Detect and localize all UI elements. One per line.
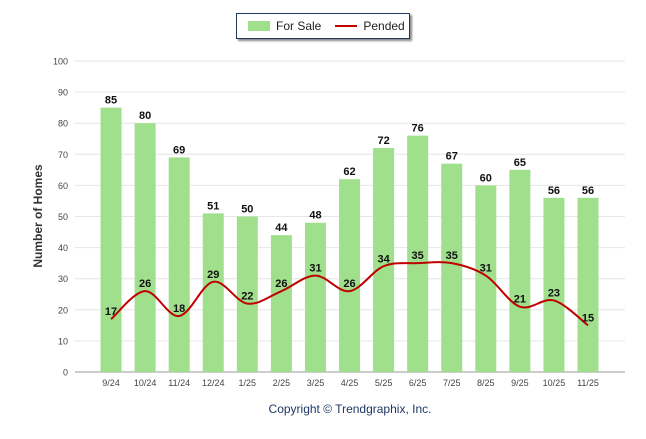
line-data-label: 21 <box>514 294 526 306</box>
bar-data-label: 50 <box>241 204 253 216</box>
y-axis-label: Number of Homes <box>31 164 45 268</box>
bar-data-label: 69 <box>173 144 185 156</box>
legend-swatch-pended <box>335 25 358 27</box>
line-data-label: 15 <box>582 312 594 324</box>
bar-data-label: 85 <box>105 95 117 107</box>
bar-for-sale <box>270 235 292 372</box>
line-data-label: 17 <box>105 306 117 318</box>
bar-for-sale <box>339 179 361 372</box>
x-tick-label: 12/24 <box>202 378 225 388</box>
bar-data-label: 44 <box>275 222 288 234</box>
bar-for-sale <box>202 213 224 372</box>
line-data-label: 29 <box>207 269 219 281</box>
bar-data-label: 56 <box>582 185 594 197</box>
legend-label-for-sale: For Sale <box>276 19 322 33</box>
legend: For Sale Pended <box>236 13 410 39</box>
bar-for-sale <box>475 185 497 372</box>
bar-for-sale <box>100 107 122 373</box>
y-tick-label: 90 <box>58 88 68 98</box>
bar-data-label: 76 <box>412 123 424 135</box>
line-data-label: 26 <box>343 278 355 290</box>
x-tick-label: 5/25 <box>375 378 393 388</box>
line-data-label: 23 <box>548 287 560 299</box>
y-tick-label: 100 <box>53 57 68 67</box>
x-tick-label: 6/25 <box>409 378 427 388</box>
x-tick-label: 8/25 <box>477 378 495 388</box>
y-tick-label: 60 <box>58 181 68 191</box>
x-tick-label: 10/24 <box>134 378 157 388</box>
line-data-label: 35 <box>412 250 424 262</box>
bar-data-label: 72 <box>377 135 389 147</box>
line-data-label: 31 <box>480 263 492 275</box>
copyright-text: Copyright © Trendgraphix, Inc. <box>268 402 432 416</box>
x-tick-label: 11/25 <box>577 378 599 388</box>
line-data-label: 31 <box>309 263 321 275</box>
bar-data-label: 65 <box>514 157 526 169</box>
bar-for-sale <box>134 123 156 372</box>
bar-data-label: 48 <box>309 210 321 222</box>
y-tick-label: 50 <box>58 212 68 222</box>
x-tick-label: 2/25 <box>273 378 291 388</box>
line-data-label: 26 <box>139 278 151 290</box>
bar-for-sale <box>304 222 326 372</box>
x-tick-label: 4/25 <box>341 378 359 388</box>
line-pended <box>110 261 589 327</box>
bar-for-sale <box>509 169 531 372</box>
legend-label-pended: Pended <box>363 19 405 33</box>
line-data-label: 35 <box>446 250 458 262</box>
bar-data-label: 62 <box>343 166 355 178</box>
y-tick-label: 80 <box>58 119 68 129</box>
y-tick-label: 10 <box>58 336 68 346</box>
bar-for-sale <box>168 157 190 372</box>
x-tick-label: 9/24 <box>102 378 120 388</box>
bar-for-sale <box>373 148 395 372</box>
line-data-label: 18 <box>173 303 185 315</box>
y-tick-label: 70 <box>58 150 68 160</box>
line-data-label: 22 <box>241 291 253 303</box>
legend-swatch-for-sale <box>248 21 270 31</box>
y-tick-label: 20 <box>58 305 68 315</box>
y-tick-label: 30 <box>58 274 68 284</box>
x-tick-label: 11/24 <box>168 378 190 388</box>
x-tick-label: 1/25 <box>239 378 257 388</box>
bar-for-sale <box>407 135 429 372</box>
line-data-label: 26 <box>275 278 287 290</box>
line-data-label: 34 <box>377 253 390 265</box>
bar-for-sale <box>236 216 258 372</box>
x-tick-label: 10/25 <box>543 378 566 388</box>
x-tick-label: 7/25 <box>443 378 461 388</box>
bar-for-sale <box>577 197 599 372</box>
bar-data-label: 80 <box>139 110 151 122</box>
x-tick-label: 9/25 <box>511 378 529 388</box>
x-tick-label: 3/25 <box>307 378 325 388</box>
bar-data-label: 60 <box>480 172 492 184</box>
bar-data-label: 56 <box>548 185 560 197</box>
y-tick-label: 0 <box>63 368 68 378</box>
bar-for-sale <box>441 163 463 372</box>
bar-data-label: 67 <box>446 151 458 163</box>
bar-for-sale <box>543 197 565 372</box>
bar-data-label: 51 <box>207 200 219 212</box>
y-tick-label: 40 <box>58 243 68 253</box>
